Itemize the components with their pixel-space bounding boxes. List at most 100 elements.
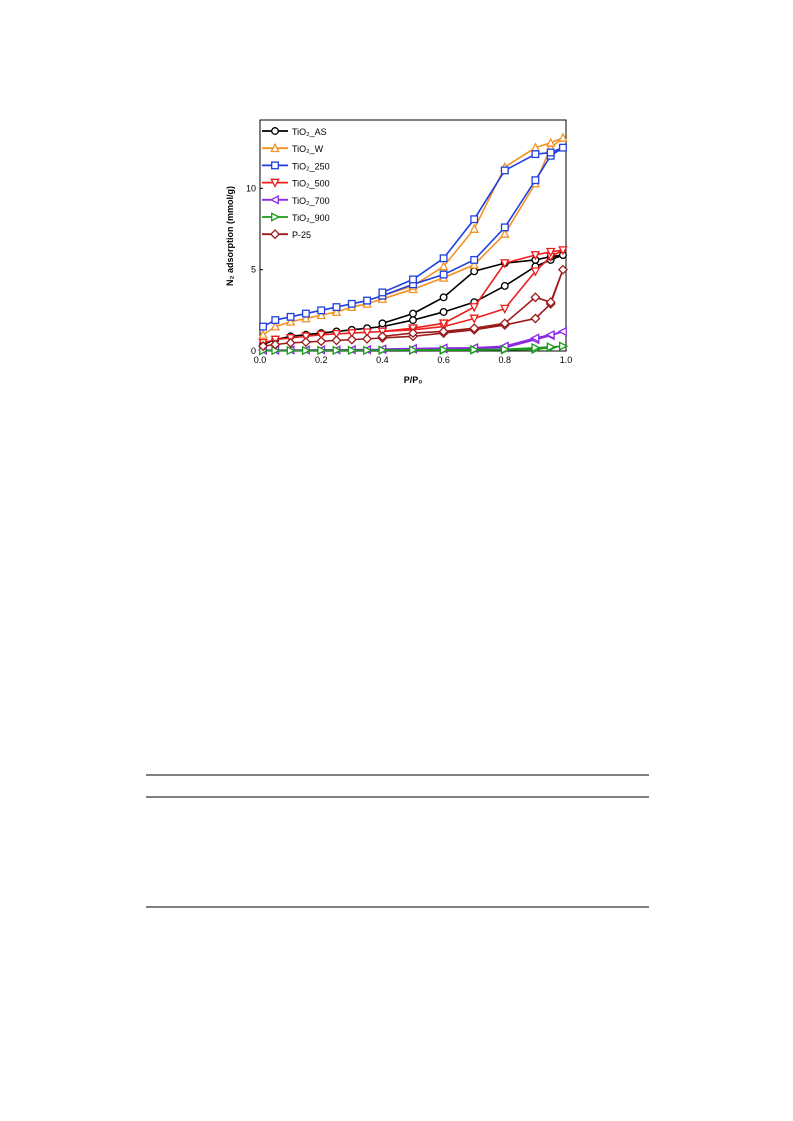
x-axis-label: P/P₀ (404, 375, 423, 385)
marker (546, 148, 555, 157)
marker (258, 341, 269, 352)
marker (269, 229, 281, 240)
marker (500, 223, 509, 232)
marker (316, 330, 326, 341)
marker (470, 255, 479, 264)
legend-label: TiO₂_W (292, 144, 324, 154)
marker (286, 345, 296, 356)
marker (301, 313, 311, 323)
marker (301, 309, 310, 318)
marker (530, 333, 540, 343)
marker (470, 267, 479, 276)
legend-label: TiO₂_500 (292, 179, 330, 189)
marker (545, 247, 556, 258)
marker (470, 215, 479, 224)
marker (469, 303, 479, 313)
legend-label: TiO₂_700 (292, 196, 330, 206)
marker (331, 329, 342, 340)
marker (259, 322, 268, 331)
marker (500, 228, 510, 238)
x-tick-label: 0.0 (254, 355, 267, 365)
marker (301, 345, 312, 356)
marker (530, 313, 541, 324)
legend-label: P-25 (292, 230, 311, 240)
marker (362, 333, 373, 344)
marker (378, 345, 388, 355)
marker (500, 259, 510, 269)
marker (439, 270, 448, 279)
marker (331, 306, 342, 316)
marker (546, 342, 557, 352)
x-tick-label: 0.8 (499, 355, 512, 365)
marker (271, 316, 280, 325)
marker (378, 288, 387, 297)
marker (346, 334, 357, 345)
marker (469, 323, 480, 334)
marker (377, 331, 388, 342)
marker (270, 178, 280, 188)
marker (558, 143, 567, 152)
marker (331, 335, 342, 346)
marker (558, 246, 568, 256)
marker (317, 306, 326, 315)
marker (558, 341, 569, 351)
marker (285, 337, 296, 348)
marker (499, 318, 510, 329)
y-tick-label: 10 (246, 183, 256, 193)
x-tick-label: 0.6 (437, 355, 450, 365)
marker (531, 342, 541, 353)
y-tick-label: 5 (251, 265, 256, 275)
marker (347, 329, 357, 339)
marker (270, 339, 281, 350)
marker (439, 308, 448, 316)
marker (438, 319, 449, 329)
marker (500, 304, 510, 315)
marker (363, 345, 373, 356)
marker (469, 259, 479, 269)
marker (270, 142, 280, 153)
marker (347, 345, 358, 356)
marker (347, 299, 356, 308)
marker (438, 261, 449, 271)
marker (500, 281, 509, 290)
marker (530, 267, 541, 277)
legend-label: TiO₂_AS (292, 127, 327, 137)
marker (316, 336, 327, 347)
marker (439, 293, 448, 302)
marker (270, 321, 281, 331)
marker (545, 137, 556, 147)
marker (409, 316, 417, 325)
marker (300, 337, 311, 348)
marker (301, 332, 311, 342)
marker (439, 345, 449, 355)
marker (409, 275, 417, 284)
x-tick-label: 1.0 (560, 355, 573, 365)
marker (258, 329, 268, 339)
marker (378, 319, 387, 328)
marker (332, 345, 342, 356)
marker (271, 212, 281, 222)
marker (530, 292, 541, 303)
marker (407, 328, 419, 339)
marker (269, 195, 279, 205)
marker (286, 312, 295, 321)
marker (545, 329, 555, 340)
marker (469, 314, 479, 324)
marker (558, 132, 568, 142)
marker (409, 309, 417, 318)
legend-label: TiO₂_900 (292, 213, 330, 223)
marker (557, 326, 567, 337)
marker (316, 309, 326, 320)
marker (285, 316, 296, 326)
marker (332, 303, 341, 312)
marker (531, 176, 540, 185)
marker (469, 223, 479, 233)
marker (500, 166, 509, 175)
marker (439, 254, 448, 263)
legend-label: TiO₂_250 (292, 161, 330, 171)
marker (545, 297, 556, 308)
marker (530, 251, 541, 261)
x-tick-label: 0.2 (315, 355, 328, 365)
